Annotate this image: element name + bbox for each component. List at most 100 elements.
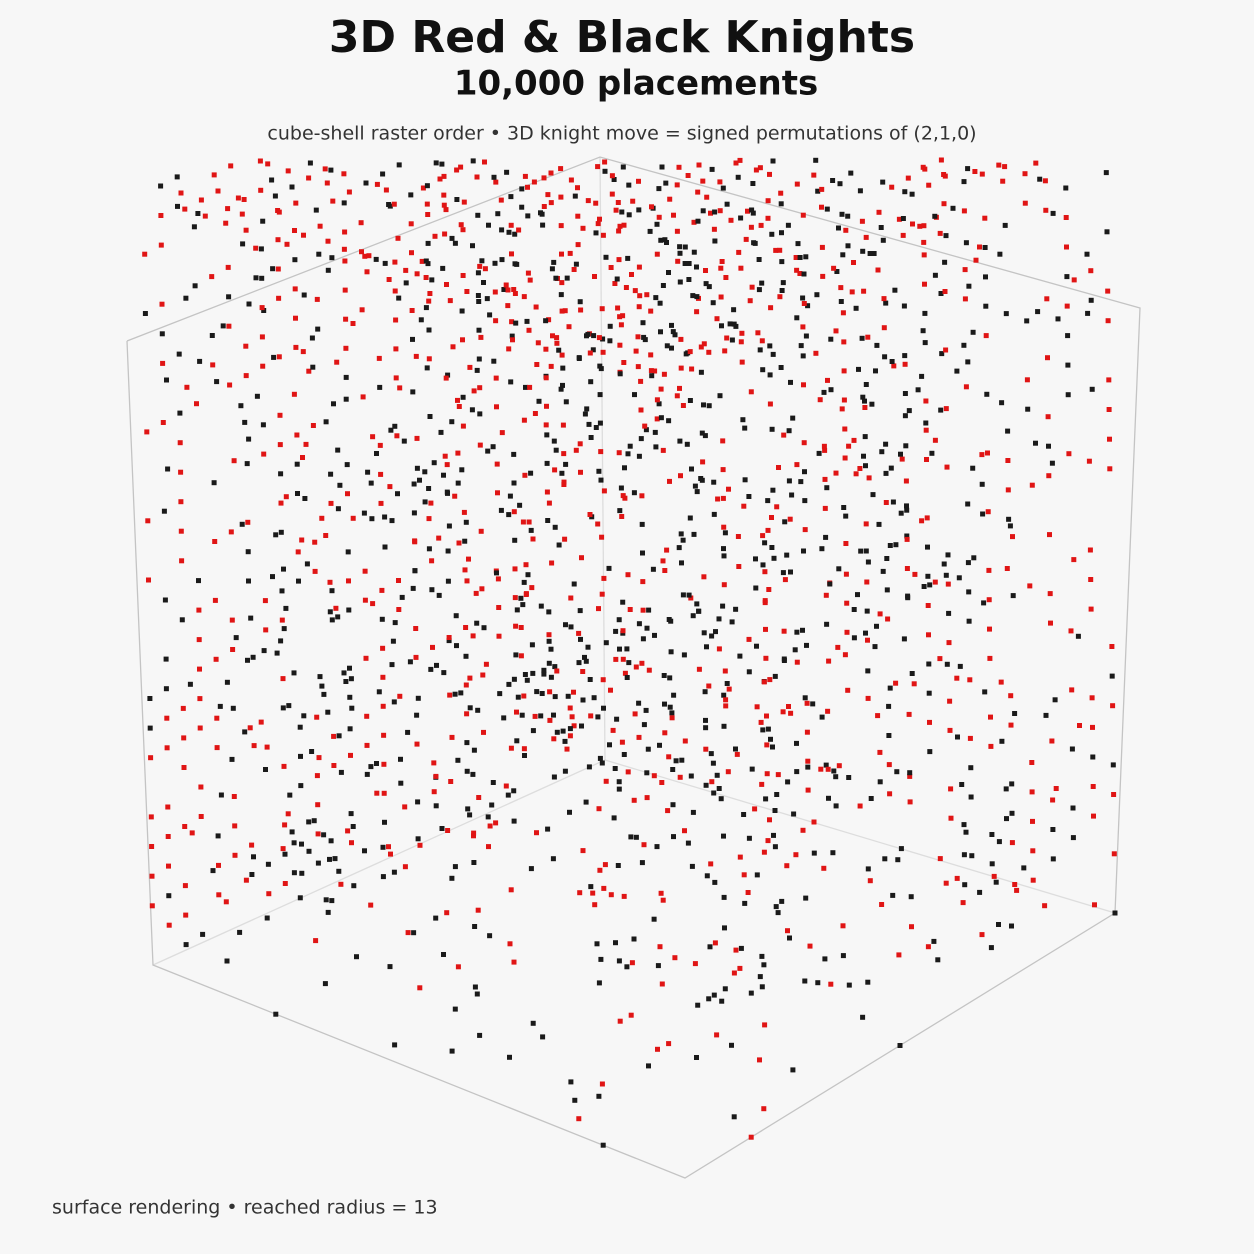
knight-dot — [313, 938, 319, 944]
knight-dot — [894, 769, 900, 775]
knight-dot — [583, 799, 589, 805]
knight-dot — [530, 670, 536, 676]
knight-dot — [280, 846, 286, 852]
knight-dot — [456, 404, 462, 409]
knight-dot — [845, 213, 851, 219]
knight-dot — [576, 356, 582, 361]
knight-dot — [596, 335, 602, 341]
knight-dot — [579, 723, 584, 729]
knight-dot — [513, 652, 519, 658]
knight-dot — [592, 274, 597, 279]
knight-dot — [1069, 687, 1075, 693]
knight-dot — [663, 180, 669, 186]
knight-dot — [220, 323, 226, 329]
knight-dot — [748, 224, 754, 230]
knight-dot — [345, 491, 350, 497]
knight-dot — [1053, 786, 1059, 791]
knight-dot — [409, 308, 415, 313]
knight-dot — [1008, 722, 1014, 728]
knight-dot — [882, 354, 888, 360]
knight-dot — [598, 449, 604, 455]
knight-dot — [511, 451, 517, 457]
knight-dot — [378, 500, 384, 506]
knight-dot — [509, 319, 515, 325]
knight-dot — [1107, 436, 1112, 442]
knight-dot — [938, 291, 944, 296]
knight-dot — [180, 705, 186, 711]
knight-dot — [496, 633, 502, 639]
knight-dot — [638, 378, 644, 384]
knight-dot — [754, 872, 760, 878]
knight-dot — [1012, 711, 1018, 716]
knight-dot — [996, 162, 1002, 168]
knight-dot — [474, 174, 480, 180]
knight-dot — [741, 503, 747, 509]
knight-dot — [1043, 712, 1049, 718]
knight-dot — [841, 339, 847, 345]
knight-dot — [943, 233, 949, 239]
knight-dot — [280, 705, 286, 711]
knight-dot — [688, 595, 694, 601]
knight-dot — [461, 199, 467, 205]
knight-dot — [826, 795, 831, 801]
knight-dot — [293, 315, 298, 321]
knight-dot — [669, 345, 674, 351]
knight-dot — [275, 266, 281, 272]
knight-dot — [1107, 466, 1113, 472]
knight-dot — [671, 692, 677, 698]
knight-dot — [1063, 215, 1069, 220]
knight-dot — [397, 693, 403, 699]
knight-dot — [460, 337, 465, 343]
subtitle: 10,000 placements — [454, 64, 818, 104]
knight-dot — [771, 555, 777, 561]
knight-dot — [578, 469, 583, 475]
knight-dot — [588, 713, 594, 719]
knight-dot — [162, 597, 168, 603]
knight-dot — [639, 521, 645, 527]
knight-dot — [923, 398, 929, 404]
knight-dot — [580, 225, 586, 231]
knight-dot — [739, 330, 745, 336]
knight-dot — [601, 575, 607, 581]
knight-dot — [617, 342, 623, 348]
knight-dot — [577, 890, 583, 896]
knight-dot — [879, 449, 885, 455]
knight-dot — [652, 429, 658, 435]
knight-dot — [588, 379, 594, 385]
knight-dot — [737, 653, 743, 659]
knight-dot — [828, 981, 834, 987]
knight-dot — [289, 184, 295, 190]
knight-dot — [613, 940, 618, 946]
knight-dot — [1030, 848, 1036, 854]
knight-dot — [711, 479, 717, 485]
knight-dot — [273, 532, 279, 538]
knight-dot — [391, 699, 397, 705]
knight-dot — [833, 803, 839, 809]
knight-dot — [619, 739, 625, 745]
knight-dot — [507, 493, 513, 499]
knight-dot — [797, 255, 803, 260]
knight-dot — [575, 185, 580, 191]
knight-dot — [424, 365, 430, 371]
knight-dot — [503, 282, 509, 288]
knight-dot — [983, 274, 988, 280]
knight-dot — [521, 693, 527, 699]
knight-dot — [819, 204, 824, 210]
knight-dot — [298, 783, 304, 789]
knight-dot — [612, 766, 618, 771]
knight-dot — [965, 166, 971, 172]
knight-dot — [954, 368, 960, 374]
knight-dot — [848, 170, 854, 176]
knight-dot — [545, 518, 551, 523]
knight-dot — [979, 481, 985, 487]
knight-dot — [183, 295, 189, 301]
knight-dot — [1045, 355, 1050, 361]
knight-dot — [571, 267, 577, 272]
knight-dot — [417, 985, 423, 991]
knight-dot — [477, 263, 483, 269]
knight-dot — [489, 802, 495, 808]
knight-dot — [439, 161, 445, 167]
knight-dot — [538, 210, 543, 216]
knight-dot — [1105, 318, 1111, 324]
knight-dot — [1035, 309, 1041, 315]
